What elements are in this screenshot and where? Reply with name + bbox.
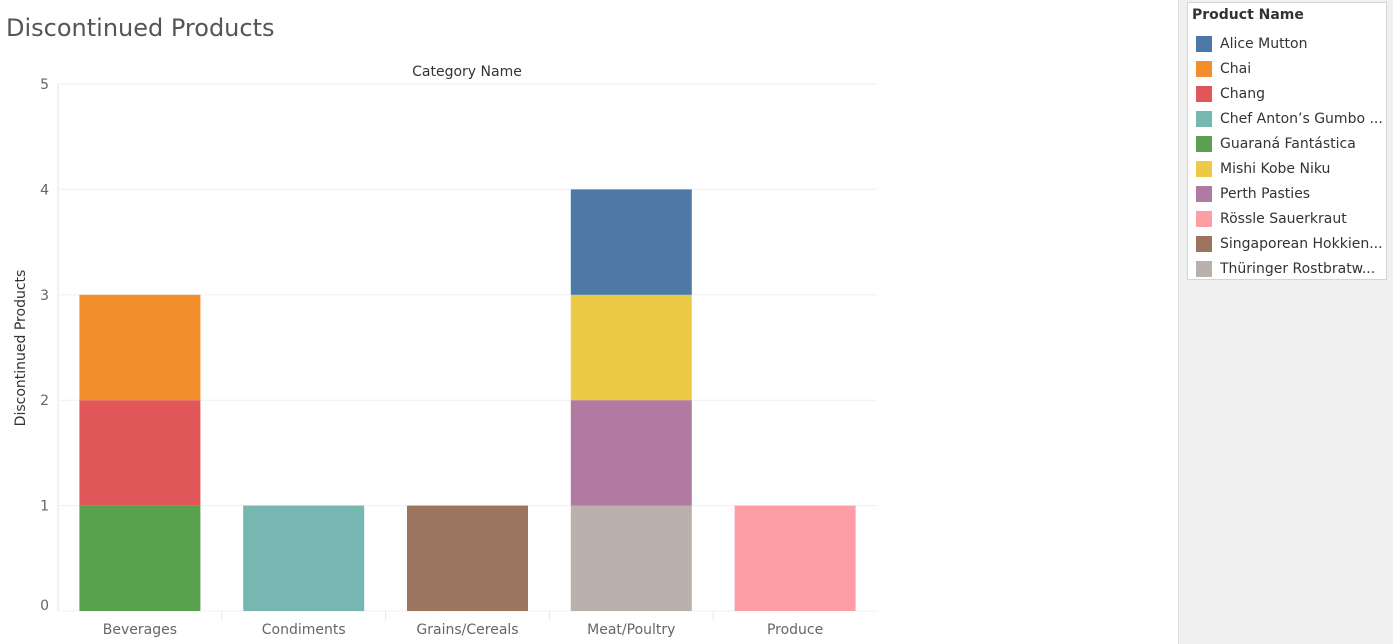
legend: Product Name Alice Mutton Chai Chang Chef A… [1187,2,1387,280]
x-axis-title: Category Name [412,64,522,80]
legend-item[interactable]: Mishi Kobe Niku [1196,156,1386,181]
stacked-bar-chart: 0 1 2 3 4 5 Beverages Condiments Grains/Cereals… [13,64,877,638]
legend-swatch [1196,160,1212,177]
x-tick-label: Condiments [262,622,346,638]
x-tick-label: Grains/Cereals [416,622,518,638]
y-tick-label: 2 [40,393,49,409]
legend-items: Alice Mutton Chai Chang Chef Anton’s Gumbo … [1196,31,1386,281]
y-tick-label: 1 [40,499,49,515]
legend-swatch [1196,60,1212,77]
legend-title: Product Name [1192,7,1304,23]
legend-item[interactable]: Rössle Sauerkraut [1196,206,1386,231]
bar-segment[interactable] [570,505,692,611]
y-tick-label: 3 [40,288,49,304]
legend-swatch [1196,110,1212,127]
legend-item[interactable]: Perth Pasties [1196,181,1386,206]
x-axis-ticks: Beverages Condiments Grains/Cereals Meat/Po… [103,611,823,638]
legend-swatch [1196,185,1212,202]
legend-item[interactable]: Chef Anton’s Gumbo ... [1196,106,1386,131]
legend-item[interactable]: Chai [1196,56,1386,81]
bar-segment[interactable] [570,294,692,401]
bar-segment[interactable] [79,294,201,401]
legend-label: Mishi Kobe Niku [1220,160,1331,177]
legend-item[interactable]: Chang [1196,81,1386,106]
bar-segment[interactable] [570,189,692,295]
legend-swatch [1196,210,1212,227]
x-tick-label: Beverages [103,622,177,638]
legend-label: Chai [1220,60,1252,77]
legend-label: Singaporean Hokkien... [1220,235,1383,252]
bars [79,189,856,611]
page-title: Discontinued Products [6,14,275,42]
legend-swatch [1196,135,1212,152]
legend-label: Alice Mutton [1220,35,1308,52]
x-tick-label: Meat/Poultry [587,622,675,638]
legend-label: Rössle Sauerkraut [1220,210,1347,227]
legend-swatch [1196,85,1212,102]
legend-label: Guaraná Fantástica [1220,135,1356,152]
legend-label: Chang [1220,85,1265,102]
y-tick-label: 5 [40,77,49,93]
bar-segment[interactable] [407,505,528,611]
bar-segment[interactable] [734,505,856,611]
legend-item[interactable]: Thüringer Rostbratw... [1196,256,1386,281]
legend-swatch [1196,35,1212,52]
bar-segment[interactable] [570,400,692,506]
x-tick-label: Produce [767,622,823,638]
legend-swatch [1196,235,1212,252]
y-axis-ticks: 0 1 2 3 4 5 [40,77,49,614]
y-axis-title: Discontinued Products [13,270,29,427]
bar-segment[interactable] [79,505,201,611]
legend-item[interactable]: Alice Mutton [1196,31,1386,56]
legend-item[interactable]: Guaraná Fantástica [1196,131,1386,156]
legend-label: Thüringer Rostbratw... [1220,260,1376,277]
legend-label: Chef Anton’s Gumbo ... [1220,110,1383,127]
legend-item[interactable]: Singaporean Hokkien... [1196,231,1386,256]
bar-segment[interactable] [79,400,201,506]
bar-segment[interactable] [243,505,365,611]
y-tick-label: 0 [40,598,49,614]
legend-swatch [1196,260,1212,277]
y-tick-label: 4 [40,182,49,198]
legend-label: Perth Pasties [1220,185,1311,202]
